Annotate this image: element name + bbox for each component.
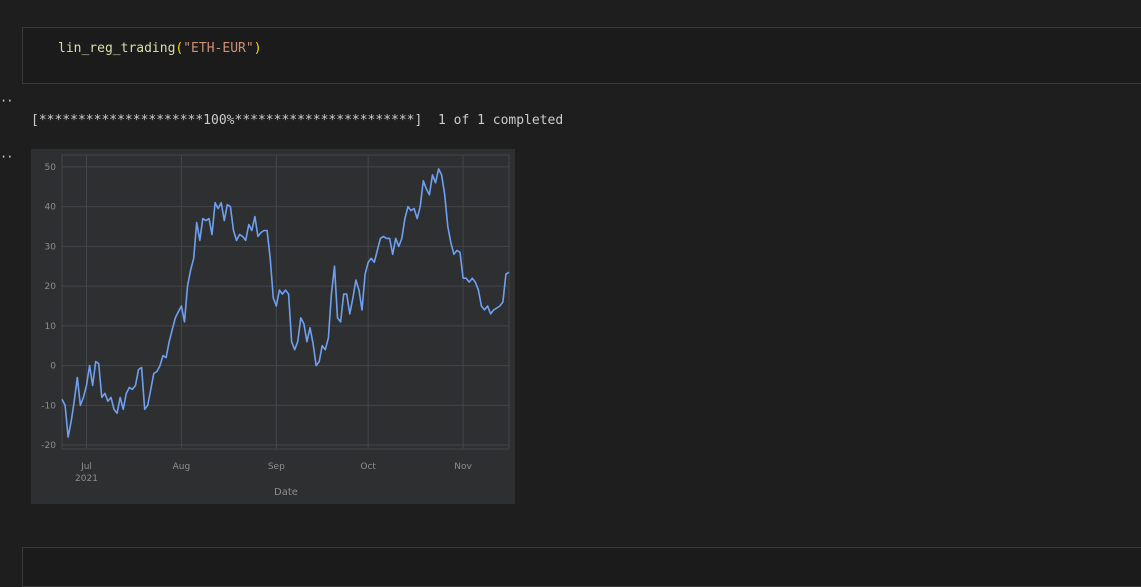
code-cell-input[interactable]: lin_reg_trading("ETH-EUR") [22, 27, 1141, 84]
y-tick-label: 40 [45, 203, 57, 213]
y-tick-label: -20 [41, 441, 56, 451]
series-line [61, 168, 510, 438]
output-collapse-icon[interactable]: ·· [0, 94, 13, 108]
tick-labels: -20 -10 0 10 20 30 40 50 Jul 2021 Aug Sep Oct Nov [41, 163, 472, 484]
code-cell-next[interactable] [22, 547, 1141, 587]
y-tick-label: 20 [45, 282, 57, 292]
y-tick-label: 30 [45, 242, 57, 252]
x-tick-label: Nov [454, 462, 472, 472]
function-name: lin_reg_trading [58, 41, 176, 56]
close-paren: ) [253, 41, 262, 56]
y-tick-label: -10 [41, 401, 56, 411]
y-tick-label: 0 [50, 362, 56, 372]
x-tick-label: Sep [268, 462, 285, 472]
x-tick-label: Aug [173, 462, 191, 472]
download-progress-text: [*********************100%**************… [31, 113, 564, 128]
line-chart: -20 -10 0 10 20 30 40 50 Jul 2021 Aug Sep Oct Nov Dat… [31, 149, 515, 504]
x-tick-label: Oct [360, 462, 376, 472]
x-tick-label: Jul [80, 462, 92, 472]
grid [62, 155, 509, 449]
output-collapse-icon-plot[interactable]: ·· [0, 150, 13, 164]
open-paren: ( [175, 41, 184, 56]
x-axis-label: Date [274, 487, 298, 498]
plot-frame [61, 154, 510, 450]
code-line[interactable]: lin_reg_trading("ETH-EUR") [58, 41, 262, 57]
x-tick-sublabel: 2021 [75, 474, 98, 484]
string-argument: "ETH-EUR" [183, 41, 254, 56]
chart-svg: -20 -10 0 10 20 30 40 50 Jul 2021 Aug Sep Oct Nov Dat… [41, 154, 510, 498]
y-tick-label: 10 [45, 322, 57, 332]
y-tick-label: 50 [45, 163, 57, 173]
